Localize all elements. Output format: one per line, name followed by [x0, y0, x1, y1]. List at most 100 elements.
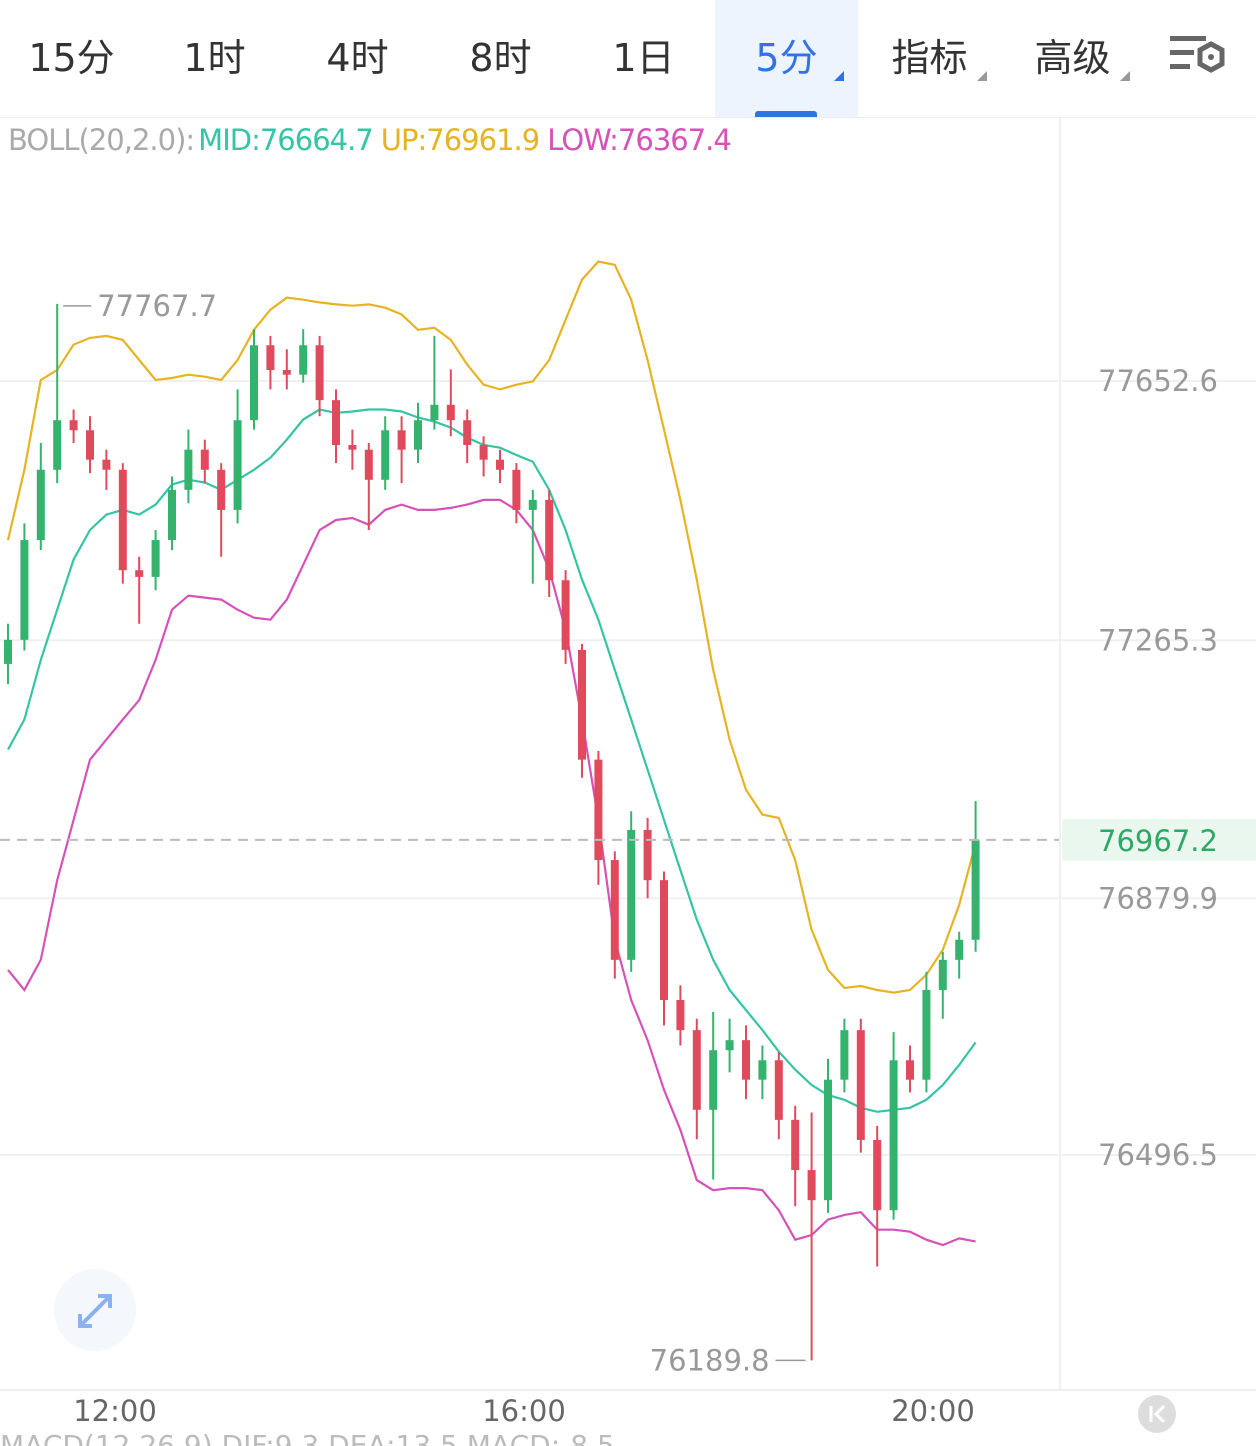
candle-body	[4, 639, 12, 664]
min-label: 76189.8	[650, 1343, 770, 1377]
tab-label: 15分	[28, 36, 115, 80]
candle-body	[332, 400, 340, 445]
candle-body	[692, 1030, 701, 1110]
candle-body	[397, 430, 406, 450]
x-tick-label: 16:00	[482, 1394, 566, 1428]
candle-body	[430, 404, 439, 421]
legend-value: 76961.9	[426, 123, 539, 157]
candle-body	[660, 880, 668, 1001]
candle-body	[36, 469, 45, 541]
candle-body	[594, 759, 603, 861]
candle-body	[414, 420, 422, 450]
candle-body	[118, 469, 127, 571]
candle-body	[906, 1060, 914, 1080]
last-price-label: 76967.2	[1098, 824, 1218, 858]
candle-body	[643, 829, 652, 881]
band-line	[7, 498, 976, 1247]
tab-label: 1日	[612, 36, 675, 80]
candle-body	[282, 370, 291, 375]
tab[interactable]: 指标	[858, 0, 1001, 117]
candle-body	[922, 989, 931, 1080]
candle-body	[676, 1000, 685, 1031]
candle-body	[20, 540, 29, 640]
candle-body	[840, 1030, 849, 1080]
candle-body	[315, 345, 324, 401]
candle-body	[250, 345, 258, 421]
candle-body	[446, 404, 455, 421]
tab[interactable]: 15分	[0, 0, 143, 117]
candle-body	[856, 1030, 865, 1140]
candle-body	[479, 444, 488, 460]
legend-name: UP:	[381, 123, 426, 157]
candle-body	[86, 430, 94, 460]
legend-name: MID:	[198, 123, 260, 157]
candle-body	[364, 449, 373, 480]
candle-body	[217, 469, 226, 510]
candle-body	[53, 420, 62, 470]
y-tick-label: 76879.9	[1098, 881, 1218, 915]
tab[interactable]: 1日	[572, 0, 715, 117]
tab-label: 5分	[755, 36, 818, 80]
candle-body	[496, 459, 504, 470]
candle-body	[168, 489, 176, 541]
y-tick-label: 77265.3	[1098, 623, 1218, 657]
candle-body	[709, 1050, 718, 1110]
candle-body	[233, 420, 242, 510]
candle-body	[299, 345, 308, 375]
candle-body	[758, 1060, 767, 1080]
candle-body	[578, 649, 586, 760]
legend-name: LOW:	[547, 123, 618, 157]
last-price-bg	[1062, 818, 1256, 861]
legend-value: 76367.4	[618, 123, 731, 157]
candle-body	[135, 570, 144, 577]
scroll-end-button[interactable]	[1138, 1395, 1176, 1433]
tab-label: 指标	[891, 36, 968, 80]
candle-body	[610, 860, 619, 960]
dropdown-arrow	[1120, 71, 1130, 81]
candle-body	[971, 839, 980, 940]
legend-value: 76664.7	[260, 123, 373, 157]
tab-label: 4时	[326, 36, 389, 80]
candle-body	[512, 469, 521, 510]
settings-icon[interactable]	[1170, 36, 1225, 73]
tab[interactable]: 高级	[1001, 0, 1144, 117]
macd-legend: MACD(12,26,9) DIF:9.3 DEA:13.5 MACD:-8.5	[0, 1429, 615, 1446]
candle-body	[528, 499, 537, 510]
x-tick-label: 12:00	[73, 1394, 157, 1428]
x-tick-label: 20:00	[891, 1394, 975, 1428]
legend-title: BOLL(20,2.0):	[8, 123, 194, 157]
tab[interactable]: 1时	[143, 0, 286, 117]
candle-body	[873, 1139, 882, 1211]
tab-label: 高级	[1034, 36, 1111, 80]
tab[interactable]: 5分	[715, 0, 858, 117]
y-tick-label: 77652.6	[1098, 364, 1218, 398]
candle-body	[791, 1119, 800, 1171]
y-tick-label: 76496.5	[1098, 1138, 1218, 1172]
candle-body	[151, 540, 160, 577]
candle-body	[266, 345, 275, 371]
band-line	[7, 408, 977, 1113]
tab[interactable]: 4时	[286, 0, 429, 117]
candle-body	[725, 1040, 734, 1051]
max-label: 77767.7	[97, 289, 217, 323]
candle-body	[348, 444, 357, 450]
dropdown-arrow	[834, 71, 844, 81]
candle-body	[824, 1079, 832, 1201]
band-line	[6, 260, 977, 994]
candle-body	[184, 449, 193, 490]
dropdown-arrow	[977, 71, 987, 81]
candle-body	[463, 420, 472, 445]
tab[interactable]: 8时	[429, 0, 572, 117]
candle-body	[938, 959, 947, 990]
candle-body	[889, 1060, 898, 1211]
candle-body	[561, 580, 570, 650]
candle-body	[102, 459, 111, 470]
candle-body	[200, 449, 209, 470]
candle-body	[955, 939, 964, 960]
expand-button[interactable]	[54, 1269, 136, 1351]
candle-body	[774, 1060, 783, 1120]
candle-body	[742, 1040, 750, 1080]
plot: 77652.6 77265.3 76879.9 76496.5 12:00 16:00 20…	[0, 123, 1256, 1428]
